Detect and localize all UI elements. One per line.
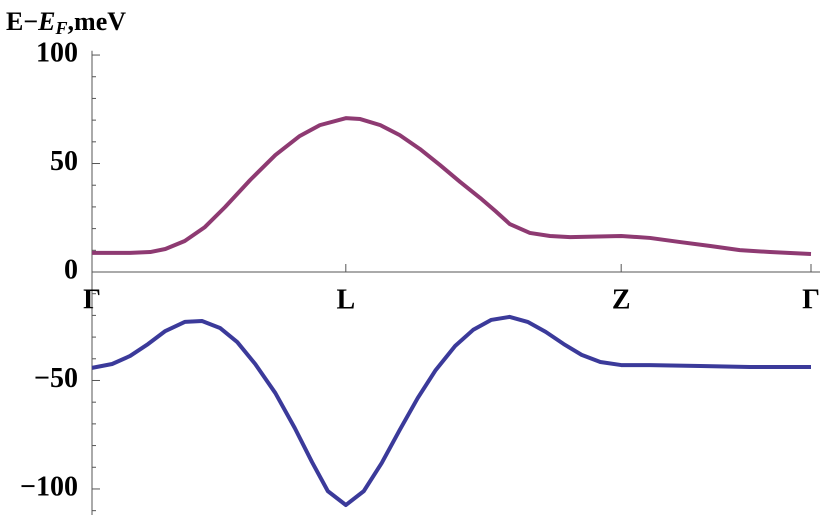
x-tick-label: Z [612,284,631,315]
y-tick-label: −100 [20,471,78,502]
label-part: ,meV [68,7,127,36]
y-tick-label: 0 [64,254,78,285]
series-line [91,314,811,508]
x-tick-label: Γ [802,284,820,315]
y-tick-label: 100 [36,37,78,68]
series-line [92,116,812,256]
y-tick-label: −50 [34,363,78,394]
x-tick-label: L [336,284,355,315]
label-part: F [55,18,68,38]
label-part: E− [6,7,38,36]
x-tick-label: Γ [83,284,101,315]
label-part: E [37,7,55,36]
y-axis-label: E−EF,meV [6,7,126,38]
y-tick-label: 50 [50,146,78,177]
